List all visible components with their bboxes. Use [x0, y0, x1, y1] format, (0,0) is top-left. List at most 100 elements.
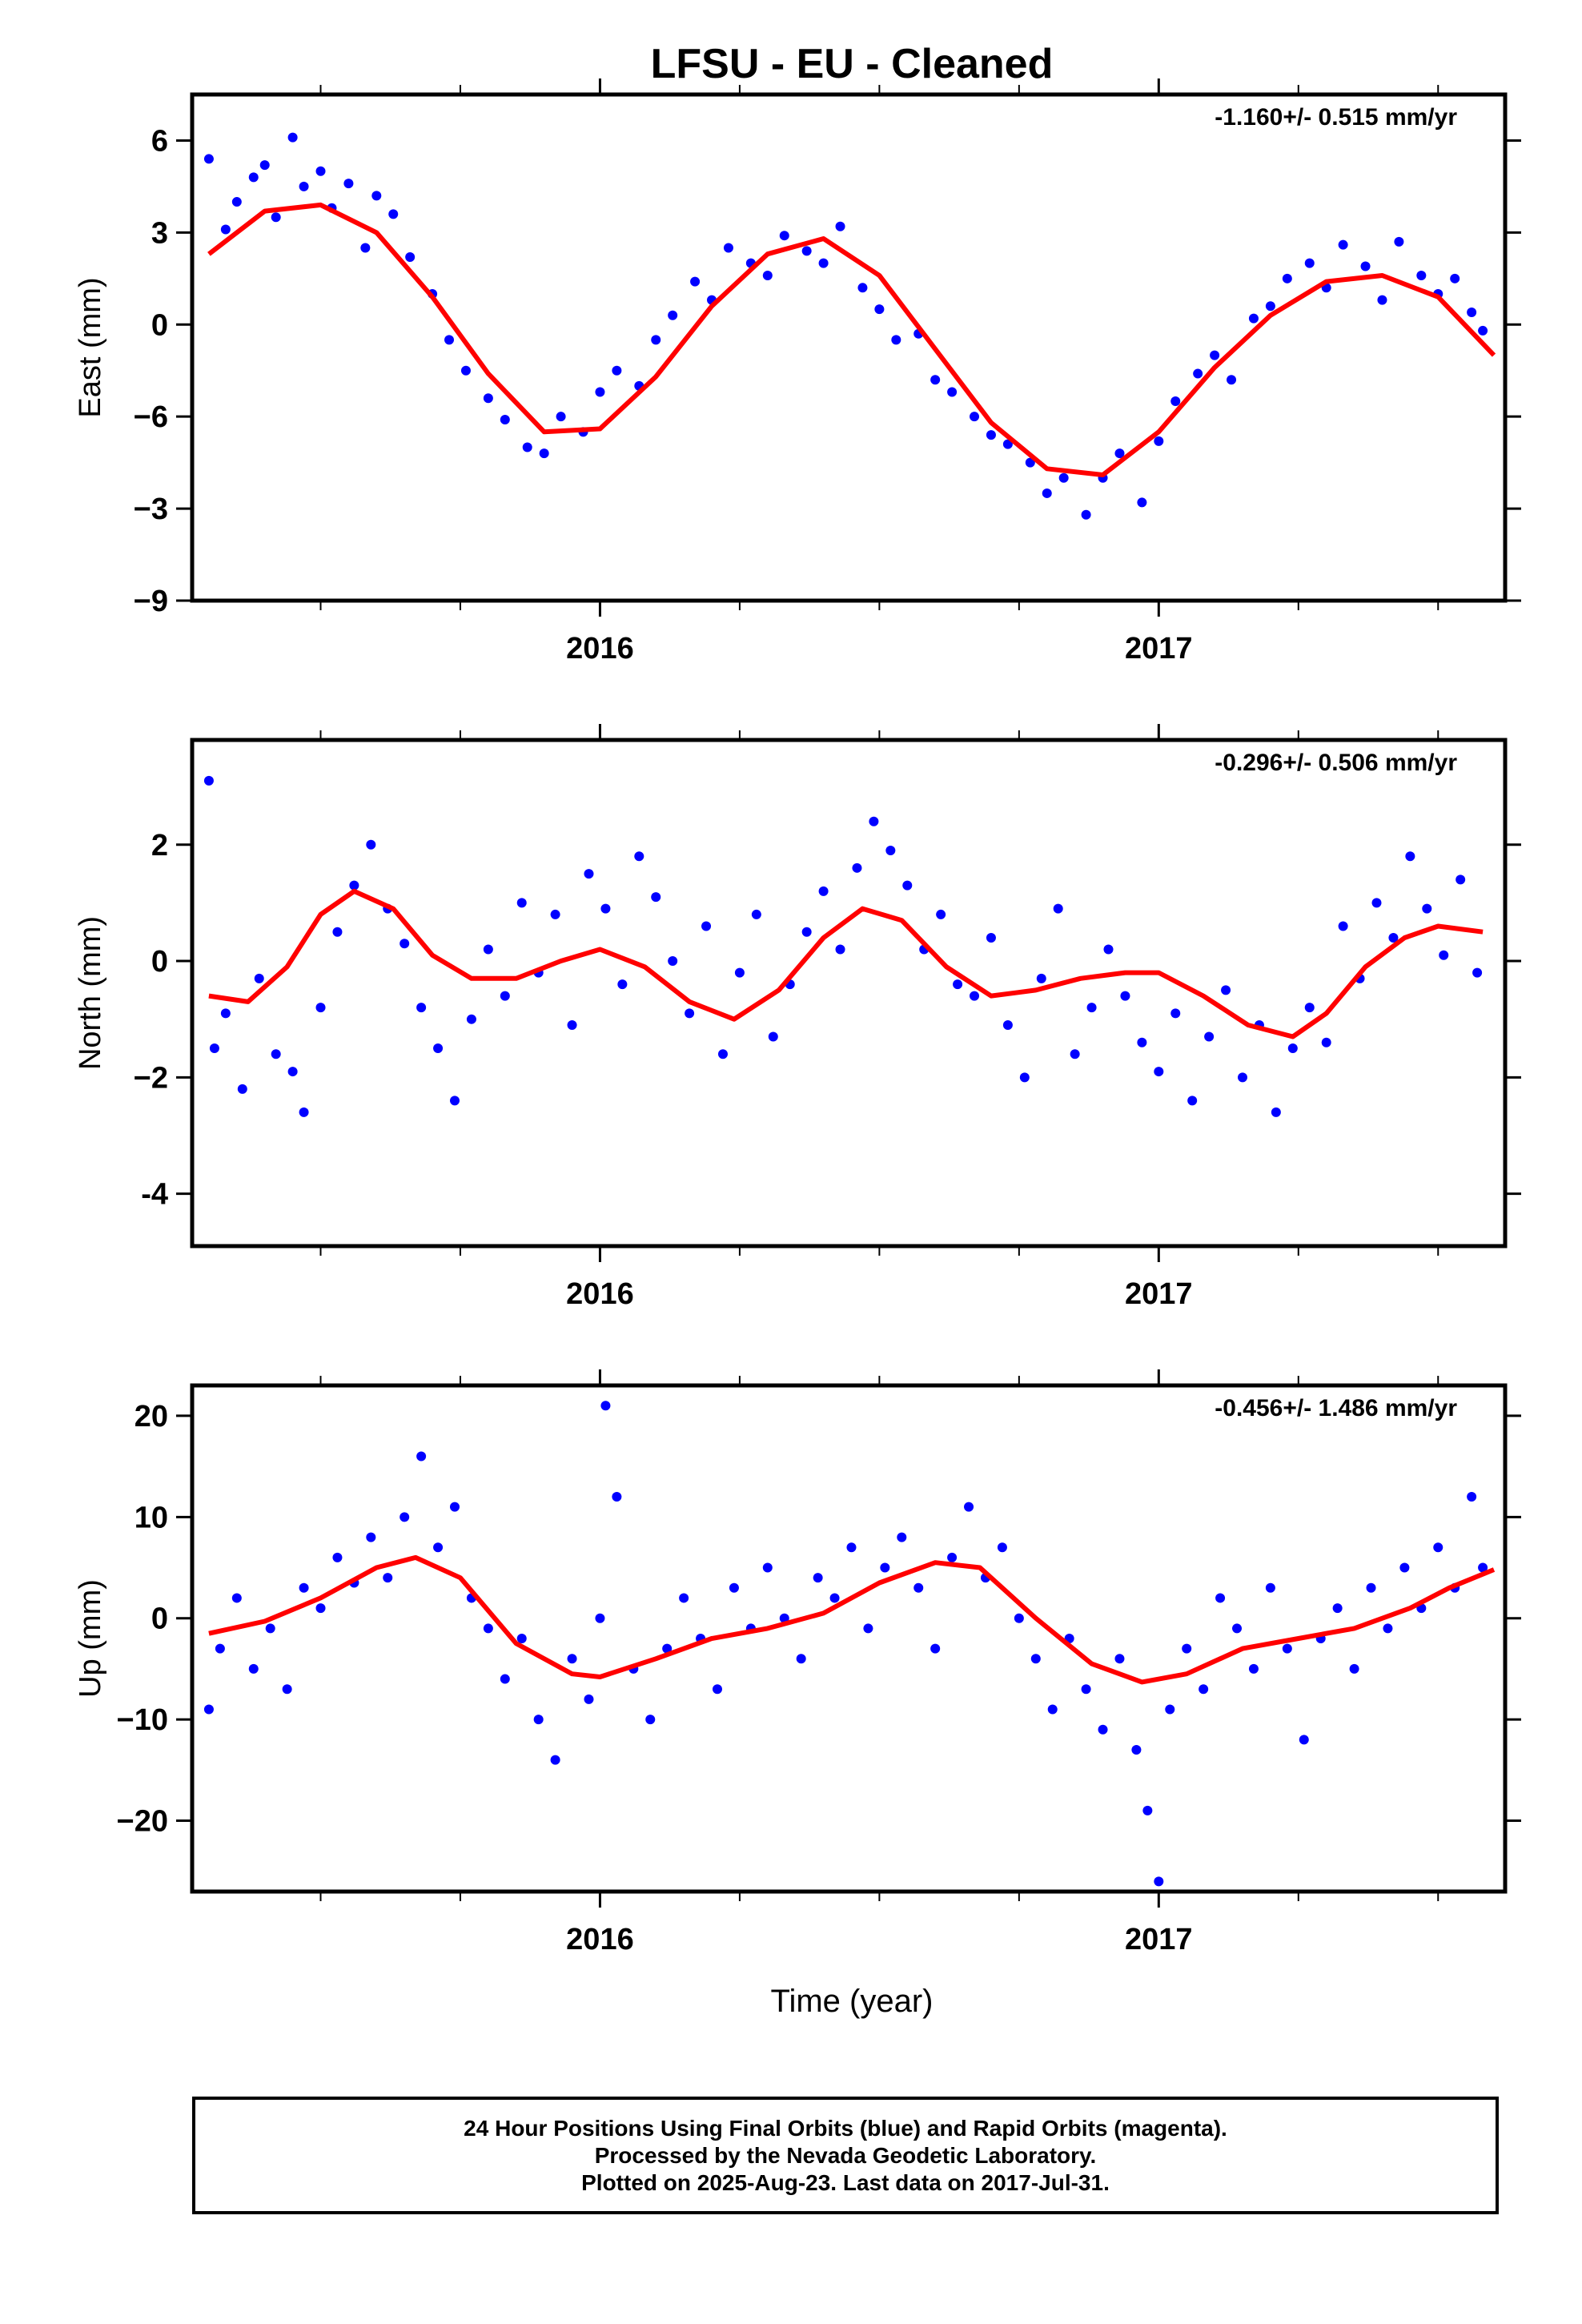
east-data-point: [444, 335, 455, 345]
up-data-point: [203, 1704, 214, 1715]
east-data-point: [1467, 307, 1477, 317]
east-data-point: [259, 160, 270, 171]
east-y-tick-label: 6: [151, 124, 168, 158]
east-x-tick-label: 2017: [1125, 632, 1193, 665]
north-y-tick-label: 0: [151, 945, 168, 979]
north-data-point: [466, 1014, 476, 1024]
north-data-point: [1221, 985, 1231, 995]
east-data-point: [1081, 509, 1091, 520]
up-y-tick-label: −10: [117, 1703, 168, 1737]
up-y-tick-label: −20: [117, 1805, 168, 1839]
up-data-point: [516, 1634, 527, 1643]
east-data-point: [857, 283, 868, 293]
north-data-point: [1002, 1019, 1013, 1030]
north-y-tick-label: -4: [141, 1178, 168, 1212]
up-data-point: [584, 1694, 594, 1704]
east-data-point: [343, 179, 354, 189]
north-data-point: [584, 869, 594, 879]
north-data-point: [600, 903, 611, 914]
up-data-point: [713, 1684, 722, 1695]
north-data-point: [433, 1043, 444, 1054]
north-data-point: [287, 1067, 298, 1077]
up-data-point: [1366, 1582, 1376, 1593]
up-data-point: [1265, 1582, 1275, 1593]
up-data-point: [947, 1552, 958, 1562]
east-data-point: [651, 335, 661, 345]
up-data-point: [231, 1593, 242, 1603]
up-data-point: [1142, 1805, 1153, 1815]
north-data-point: [1187, 1096, 1198, 1106]
up-data-point: [215, 1643, 225, 1654]
up-data-point: [1399, 1562, 1410, 1573]
up-data-point: [729, 1582, 739, 1593]
north-data-point: [818, 886, 829, 896]
east-data-point: [1193, 368, 1203, 379]
east-data-point: [1478, 325, 1488, 336]
up-data-point: [645, 1715, 656, 1725]
east-y-tick-label: 0: [151, 308, 168, 342]
up-data-point: [383, 1573, 393, 1583]
east-data-point: [723, 243, 733, 253]
north-data-point: [1287, 1043, 1298, 1054]
east-data-point: [287, 132, 298, 143]
up-data-point: [1299, 1735, 1309, 1745]
up-x-tick-label: 2017: [1125, 1923, 1193, 1956]
north-y-axis-label: North (mm): [74, 916, 107, 1070]
east-data-point: [460, 365, 471, 376]
north-data-point: [271, 1049, 281, 1059]
east-data-point: [1210, 350, 1220, 360]
north-data-point: [1070, 1049, 1080, 1059]
up-data-point: [679, 1593, 689, 1603]
north-data-point: [668, 956, 678, 967]
north-data-point: [1103, 944, 1114, 955]
up-data-point: [1199, 1684, 1209, 1695]
north-data-point: [869, 816, 879, 826]
east-data-point: [947, 387, 958, 397]
north-data-point: [349, 880, 359, 891]
north-data-point: [203, 775, 214, 786]
north-data-point: [1422, 903, 1432, 914]
up-data-point: [829, 1593, 840, 1603]
up-y-tick-label: 10: [135, 1501, 168, 1534]
north-data-point: [936, 909, 946, 919]
east-data-point: [930, 375, 941, 385]
north-data-point: [366, 839, 376, 850]
east-data-point: [986, 430, 996, 440]
east-data-point: [1137, 497, 1147, 508]
east-data-point: [835, 221, 845, 231]
north-data-point: [734, 967, 745, 978]
up-frame: [190, 1383, 1508, 1894]
east-points: [203, 132, 1488, 520]
up-y-axis-label: Up (mm): [74, 1579, 107, 1698]
east-data-point: [1450, 273, 1460, 283]
north-data-point: [1204, 1031, 1215, 1042]
north-data-point: [450, 1096, 460, 1106]
north-data-point: [1405, 851, 1415, 862]
east-data-point: [203, 154, 214, 164]
north-data-point: [299, 1107, 309, 1117]
east-data-point: [1265, 301, 1275, 312]
east-data-point: [271, 212, 281, 223]
east-model-curve: [207, 202, 1496, 477]
north-data-point: [1238, 1072, 1247, 1083]
north-data-point: [237, 1084, 247, 1094]
up-data-point: [1232, 1623, 1243, 1634]
north-data-point: [1371, 898, 1382, 908]
north-data-point: [1304, 1003, 1315, 1013]
east-data-point: [405, 252, 416, 263]
up-data-point: [567, 1654, 577, 1664]
north-data-point: [1053, 903, 1063, 914]
caption-line-2: Processed by the Nevada Geodetic Laborat…: [594, 2142, 1097, 2168]
east-data-point: [1154, 436, 1164, 446]
north-data-point: [751, 909, 761, 919]
up-data-point: [299, 1582, 309, 1593]
north-data-point: [701, 921, 712, 931]
east-data-point: [231, 197, 242, 207]
north-x-tick-label: 2017: [1125, 1277, 1193, 1311]
up-data-point: [366, 1532, 376, 1542]
up-velocity-text: -0.456+/- 1.486 mm/yr: [1215, 1395, 1457, 1421]
up-data-point: [880, 1562, 890, 1573]
east-data-point: [690, 276, 701, 287]
east-data-point: [1338, 239, 1348, 250]
up-data-point: [796, 1654, 806, 1664]
